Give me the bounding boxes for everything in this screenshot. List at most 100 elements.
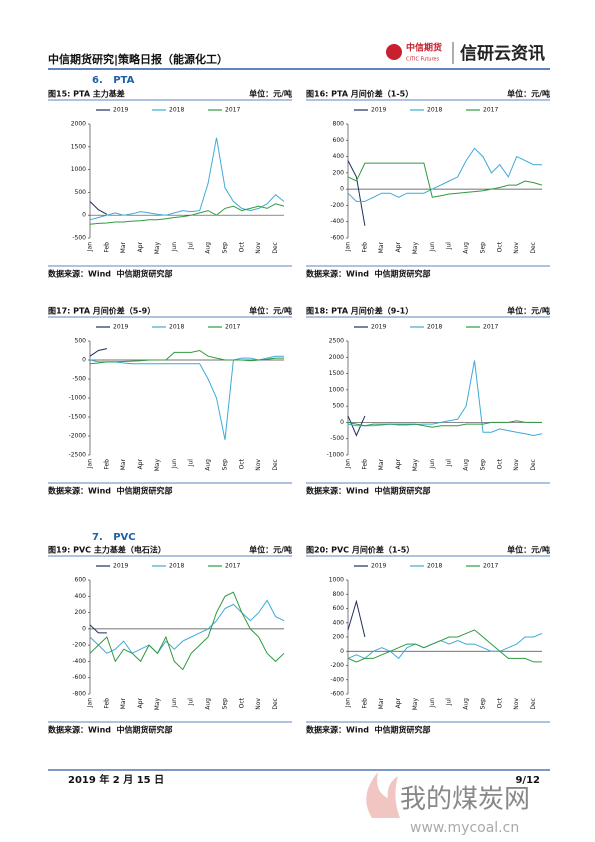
x-tick-label: Aug xyxy=(205,242,212,254)
y-tick-label: 600 xyxy=(333,605,345,612)
y-tick-label: -400 xyxy=(72,658,86,665)
x-tick-label: Nov xyxy=(513,242,520,254)
x-tick-label: Aug xyxy=(463,242,470,254)
x-tick-label: Feb xyxy=(103,242,110,253)
y-tick-label: 0 xyxy=(340,648,344,655)
x-tick-label: Feb xyxy=(361,242,368,253)
y-tick-label: 500 xyxy=(75,189,87,196)
x-tick-label: May xyxy=(412,698,419,711)
x-tick-label: Nov xyxy=(255,698,262,710)
x-tick-label: Aug xyxy=(463,698,470,710)
y-tick-label: 500 xyxy=(333,403,345,410)
legend-label: 2019 xyxy=(113,563,128,570)
x-tick-label: Nov xyxy=(255,459,262,471)
figure-unit: 单位：元/吨 xyxy=(507,306,550,316)
y-tick-label: 1500 xyxy=(71,143,86,150)
x-tick-label: Feb xyxy=(103,698,110,709)
series-line xyxy=(347,160,366,226)
y-tick-label: -800 xyxy=(72,691,86,698)
logo-en: CITIC Futures xyxy=(406,57,439,63)
y-tick-label: 2500 xyxy=(329,338,344,345)
y-tick-label: -1000 xyxy=(327,452,345,459)
x-tick-label: Feb xyxy=(361,459,368,470)
series-line xyxy=(347,147,542,202)
x-tick-label: Dec xyxy=(272,698,279,710)
y-tick-label: 1000 xyxy=(329,577,344,584)
legend-label: 2019 xyxy=(113,324,128,331)
figure-unit: 单位：元/吨 xyxy=(507,545,550,555)
legend-label: 2019 xyxy=(113,107,128,114)
series-line xyxy=(89,137,285,221)
y-tick-label: -400 xyxy=(330,676,344,683)
series-line xyxy=(89,599,285,655)
y-tick-label: -200 xyxy=(330,662,344,669)
logo: 中信期货 xyxy=(406,42,442,54)
x-tick-label: Dec xyxy=(530,698,537,710)
series-line xyxy=(347,599,366,638)
y-tick-label: 0 xyxy=(82,212,86,219)
y-tick-label: 600 xyxy=(333,137,345,144)
x-tick-label: May xyxy=(154,459,161,472)
x-tick-label: Jan xyxy=(87,459,94,469)
y-tick-label: -2500 xyxy=(69,452,87,459)
y-tick-label: 400 xyxy=(333,619,345,626)
x-tick-label: Jun xyxy=(429,242,436,253)
x-tick-label: Apr xyxy=(395,458,402,469)
watermark-name: 我的煤炭网 xyxy=(400,785,530,815)
x-tick-label: Feb xyxy=(361,698,368,709)
series-line xyxy=(347,632,543,660)
x-tick-label: Apr xyxy=(137,458,144,469)
series-line xyxy=(347,162,543,198)
figure-title: 图18: PTA 月间价差（9-1） xyxy=(306,306,413,316)
x-tick-label: Jul xyxy=(446,698,453,707)
x-tick-label: Jan xyxy=(87,698,94,708)
figure-source: 数据来源：Wind 中信期货研究部 xyxy=(48,725,173,735)
section-title: 6. PTA xyxy=(92,75,135,86)
section-title: 7. PVC xyxy=(92,532,136,543)
y-tick-label: 200 xyxy=(333,169,345,176)
footer-date: 2019 年 2 月 15 日 xyxy=(68,773,164,786)
x-tick-label: Jun xyxy=(171,459,178,470)
x-tick-label: May xyxy=(412,459,419,472)
x-tick-label: Nov xyxy=(255,242,262,254)
brand: 信研云资讯 xyxy=(460,43,545,64)
y-tick-label: -500 xyxy=(72,235,86,242)
x-tick-label: Jan xyxy=(345,242,352,252)
series-line xyxy=(347,629,542,663)
header-title: 中信期货研究|策略日报（能源化工） xyxy=(48,52,228,66)
x-tick-label: Apr xyxy=(395,697,402,708)
x-tick-label: Aug xyxy=(205,698,212,710)
y-tick-label: -200 xyxy=(72,642,86,649)
x-tick-label: Mar xyxy=(120,697,127,709)
x-tick-label: Nov xyxy=(513,698,520,710)
x-tick-label: Feb xyxy=(103,459,110,470)
x-tick-label: Jul xyxy=(188,459,195,468)
x-tick-label: Jul xyxy=(446,459,453,468)
y-tick-label: -2000 xyxy=(69,433,87,440)
y-tick-label: 400 xyxy=(333,153,345,160)
y-tick-label: 2000 xyxy=(71,121,86,128)
x-tick-label: Oct xyxy=(496,458,503,469)
x-tick-label: Dec xyxy=(272,242,279,254)
figure-unit: 单位：元/吨 xyxy=(249,545,292,555)
y-tick-label: 0 xyxy=(340,419,344,426)
legend-label: 2017 xyxy=(483,563,498,570)
logo-icon xyxy=(386,44,402,60)
watermark-icon xyxy=(366,772,400,818)
y-tick-label: 800 xyxy=(333,121,345,128)
figure-title: 图20: PVC 月间价差（1-5） xyxy=(306,545,414,555)
y-tick-label: -1000 xyxy=(69,395,87,402)
legend-label: 2019 xyxy=(371,107,386,114)
legend-label: 2017 xyxy=(225,563,240,570)
x-tick-label: May xyxy=(154,698,161,711)
x-tick-label: Apr xyxy=(395,241,402,252)
x-tick-label: Oct xyxy=(496,241,503,252)
x-tick-label: Sep xyxy=(221,459,228,471)
y-tick-label: -1500 xyxy=(69,414,87,421)
figure-title: 图19: PVC 主力基差（电石法） xyxy=(48,545,166,555)
series-line xyxy=(89,348,108,357)
x-tick-label: Dec xyxy=(272,459,279,471)
y-tick-label: 0 xyxy=(82,357,86,364)
x-tick-label: Mar xyxy=(378,241,385,253)
series-line xyxy=(89,624,107,634)
